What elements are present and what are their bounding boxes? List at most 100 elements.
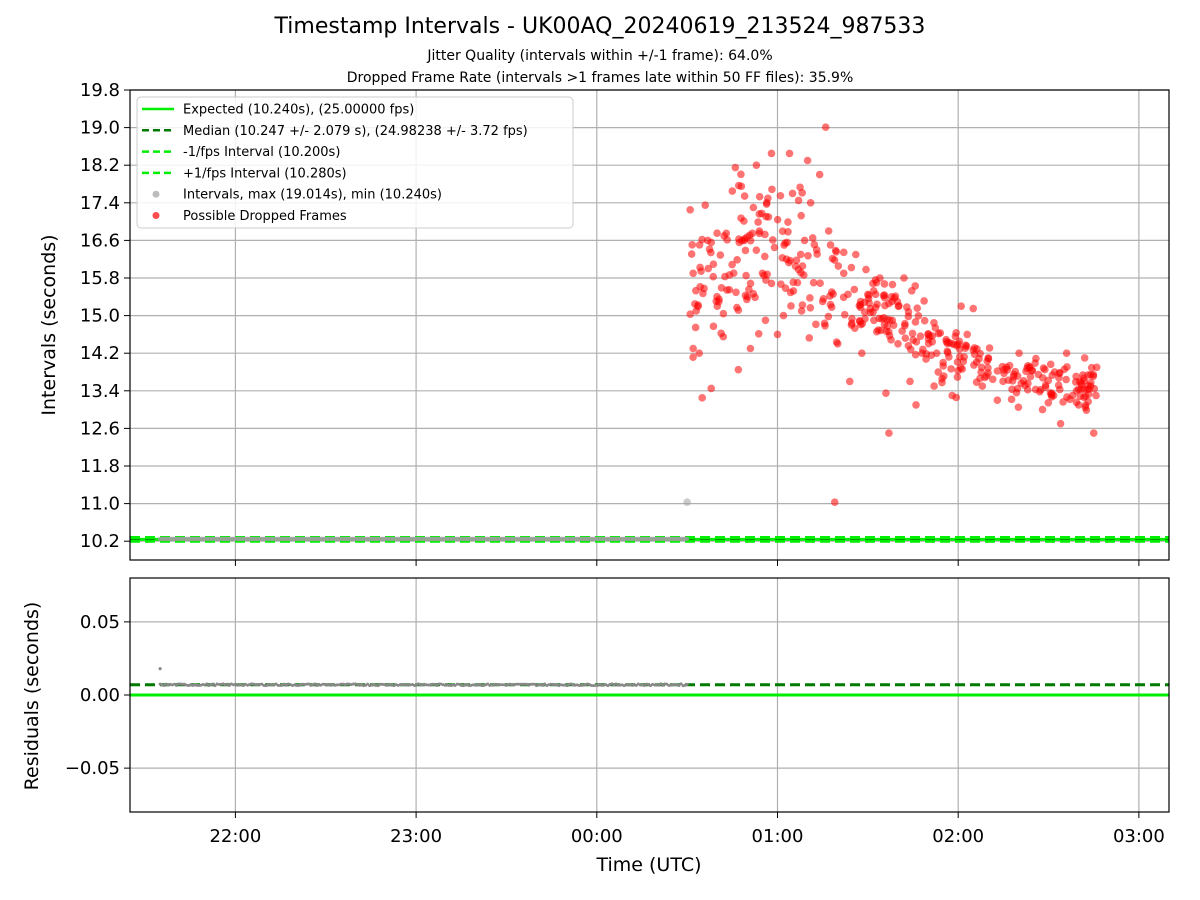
dropped-frame-point — [1047, 392, 1056, 401]
dropped-frame-point — [797, 269, 805, 277]
y-tick-label: 16.6 — [80, 230, 120, 251]
dropped-frame-point — [740, 192, 749, 200]
dropped-frame-point — [1081, 403, 1090, 412]
dropped-frame-point — [728, 187, 737, 195]
dropped-frame-point — [797, 307, 806, 315]
dropped-frame-point — [789, 278, 798, 287]
dropped-frame-point — [742, 271, 750, 280]
dropped-frame-point — [945, 353, 953, 361]
dropped-frame-point — [760, 271, 768, 280]
dropped-frame-point — [1039, 364, 1048, 372]
residuals-y-axis-label: Residuals (seconds) — [21, 602, 43, 791]
dropped-frame-point — [720, 232, 728, 240]
dropped-frame-point — [803, 156, 812, 165]
dropped-frame-point — [939, 362, 948, 370]
dropped-frame-point — [815, 170, 824, 179]
dropped-frame-point — [978, 382, 987, 390]
y-tick-label: 11.8 — [80, 456, 120, 477]
dropped-frame-point — [1034, 370, 1043, 379]
dropped-frame-point — [695, 241, 704, 249]
dropped-frame-point — [689, 269, 697, 278]
dropped-frame-point — [779, 311, 788, 320]
dropped-frame-point — [687, 250, 696, 258]
dropped-frame-point — [689, 344, 697, 353]
dropped-frame-point — [848, 314, 856, 323]
legend: Expected (10.240s), (25.00000 fps) Median… — [136, 96, 574, 229]
dropped-frame-point — [741, 246, 750, 255]
dropped-frame-point — [761, 316, 770, 325]
dropped-frame-point — [913, 304, 922, 313]
dropped-frame-point — [885, 429, 893, 437]
dropped-frame-point — [1007, 395, 1016, 404]
dropped-frame-point — [963, 330, 972, 339]
dropped-frame-point — [821, 123, 830, 131]
dropped-frame-point — [885, 327, 893, 336]
dropped-frame-point — [1005, 361, 1014, 370]
dropped-frame-point — [1004, 376, 1013, 385]
interval-point — [684, 536, 690, 542]
normal-intervals-markers — [157, 536, 690, 542]
dropped-frame-point — [826, 292, 834, 300]
x-tick-label: 02:00 — [932, 826, 984, 847]
dropped-frame-point — [953, 373, 962, 381]
dropped-frame-point — [713, 229, 721, 237]
dropped-frame-point — [785, 149, 794, 158]
y-tick-label: 17.4 — [80, 193, 120, 214]
dropped-frame-point — [860, 308, 869, 317]
dropped-frame-point — [824, 312, 833, 321]
dropped-frame-point — [686, 310, 695, 318]
dropped-frame-point — [752, 161, 761, 169]
y-tick-label: 13.4 — [80, 381, 120, 402]
dropped-frame-point — [919, 345, 927, 354]
dropped-frame-point — [955, 352, 964, 361]
y-tick-label: 12.6 — [80, 418, 120, 439]
dropped-frame-point — [909, 336, 917, 344]
dropped-frame-point — [912, 401, 920, 409]
dropped-frame-point — [794, 196, 803, 205]
dropped-frame-point — [713, 292, 721, 301]
dropped-frame-point — [716, 251, 725, 259]
dropped-frame-point — [797, 211, 805, 220]
dropped-frame-point — [911, 282, 920, 290]
dropped-frame-point — [914, 312, 923, 320]
dropped-frame-point — [982, 372, 991, 380]
legend-median-label: Median (10.247 +/- 2.079 s), (24.98238 +… — [183, 124, 528, 139]
dropped-frame-point — [800, 236, 809, 245]
dropped-frame-point — [1038, 405, 1047, 414]
dropped-frame-point — [866, 308, 875, 317]
dropped-frame-point — [698, 394, 707, 402]
residual-points — [158, 667, 689, 688]
dropped-frame-point — [808, 234, 817, 242]
dropped-frame-point — [1026, 372, 1035, 381]
dropped-frame-point — [1056, 385, 1064, 394]
dropped-frame-point — [934, 368, 943, 376]
legend-intervals-marker — [152, 190, 160, 198]
y-tick-label: 0.05 — [80, 612, 120, 633]
dropped-frame-point — [887, 336, 895, 344]
x-tick-label: 23:00 — [390, 826, 442, 847]
dropped-frame-point — [701, 201, 710, 209]
dropped-frame-point — [717, 329, 725, 338]
dropped-frame-point — [901, 334, 910, 342]
residuals-panel: 0.05 0.00 −0.05 22:00 23:00 00:00 01:00 02:00 03… — [65, 577, 1170, 847]
dropped-frame-point — [1008, 385, 1016, 394]
dropped-frame-point — [1084, 382, 1093, 390]
dropped-frame-point — [748, 229, 757, 238]
dropped-frame-point — [746, 236, 755, 245]
dropped-frame-point — [839, 269, 848, 278]
y-tick-label: 11.0 — [80, 494, 120, 515]
dropped-frame-point — [709, 260, 718, 269]
dropped-frame-point — [700, 284, 708, 293]
dropped-frame-point — [709, 272, 718, 281]
dropped-frame-point — [755, 210, 764, 218]
dropped-frame-point — [1044, 398, 1053, 407]
dropped-frame-point — [1041, 383, 1050, 391]
dropped-frame-point — [831, 246, 840, 255]
dropped-frame-point — [1090, 384, 1099, 393]
dropped-frame-point — [695, 349, 703, 358]
dropped-frame-point — [737, 170, 745, 179]
y-tick-label: 14.2 — [80, 343, 120, 364]
dropped-frame-point — [834, 262, 843, 270]
y-tick-label: 19.0 — [80, 118, 120, 139]
